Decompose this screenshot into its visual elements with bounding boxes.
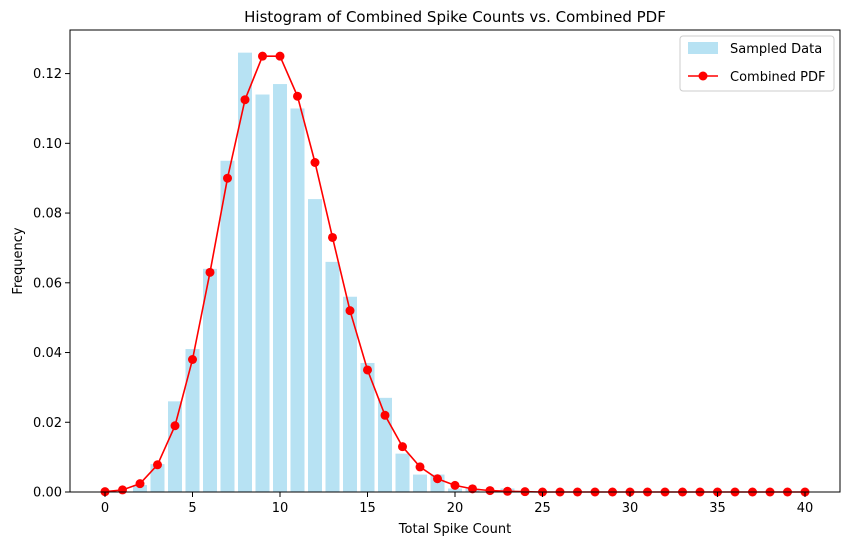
- pdf-point: [153, 460, 162, 470]
- bar: [448, 488, 462, 492]
- pdf-point: [275, 51, 285, 61]
- pdf-point: [328, 232, 337, 242]
- pdf-point: [118, 485, 127, 495]
- pdf-point: [485, 486, 495, 496]
- legend-label-combined-pdf: Combined PDF: [730, 70, 826, 85]
- x-axis-label: Total Spike Count: [398, 522, 511, 537]
- pdf-point: [135, 479, 145, 489]
- x-tick-label: 10: [272, 501, 289, 516]
- chart-title: Histogram of Combined Spike Counts vs. C…: [244, 8, 666, 26]
- pdf-point: [345, 306, 355, 316]
- x-axis-ticks: 0 5 10 15 20 25 30 35 40: [101, 492, 813, 516]
- legend: Sampled Data Combined PDF: [679, 35, 835, 92]
- pdf-point: [503, 486, 512, 496]
- bar: [273, 84, 287, 492]
- y-tick-label: 0.10: [33, 137, 62, 152]
- y-tick-label: 0.04: [33, 346, 62, 361]
- bar: [343, 296, 357, 492]
- y-axis-ticks: 0.00 0.02 0.04 0.06 0.08 0.10 0.12: [33, 67, 70, 501]
- bar: [238, 52, 252, 492]
- legend-frame: [679, 35, 835, 92]
- bar: [395, 453, 410, 492]
- pdf-point: [468, 484, 477, 494]
- bar: [150, 464, 165, 492]
- bar: [413, 474, 427, 492]
- pdf-point: [240, 95, 250, 105]
- bar: [255, 94, 270, 492]
- pdf-point: [415, 462, 425, 472]
- pdf-point: [258, 51, 267, 61]
- x-tick-label: 30: [622, 501, 639, 516]
- pdf-point: [310, 157, 320, 167]
- bar: [360, 362, 375, 492]
- x-tick-label: 20: [447, 501, 464, 516]
- bar: [133, 485, 147, 492]
- bar: [308, 199, 322, 492]
- pdf-point: [363, 365, 372, 375]
- y-tick-label: 0.00: [33, 486, 62, 501]
- y-tick-label: 0.02: [33, 416, 62, 431]
- bar: [325, 261, 340, 492]
- bar: [290, 108, 305, 493]
- legend-marker-combined-pdf: [698, 71, 708, 81]
- y-tick-label: 0.06: [33, 276, 62, 291]
- x-tick-label: 40: [797, 501, 814, 516]
- pdf-point: [205, 267, 215, 277]
- pdf-point: [380, 410, 390, 420]
- legend-label-sampled-data: Sampled Data: [730, 42, 822, 57]
- pdf-point: [188, 355, 197, 365]
- legend-swatch-sampled-data: [688, 42, 718, 54]
- pdf-point: [223, 173, 232, 183]
- pdf-point: [450, 480, 460, 490]
- bar: [168, 401, 182, 492]
- x-tick-label: 25: [534, 501, 551, 516]
- bar: [185, 349, 200, 492]
- x-tick-label: 5: [188, 501, 196, 516]
- x-tick-label: 35: [709, 501, 726, 516]
- x-tick-label: 15: [359, 501, 376, 516]
- x-tick-label: 0: [101, 501, 109, 516]
- pdf-point: [398, 442, 407, 452]
- bar: [220, 160, 235, 493]
- pdf-point: [170, 421, 180, 431]
- bar: [203, 268, 217, 492]
- y-axis-label: Frequency: [11, 227, 26, 294]
- y-tick-label: 0.12: [33, 67, 62, 82]
- pdf-point: [293, 91, 302, 101]
- y-tick-label: 0.08: [33, 207, 62, 222]
- pdf-point: [433, 474, 442, 484]
- bar-series: [133, 52, 515, 493]
